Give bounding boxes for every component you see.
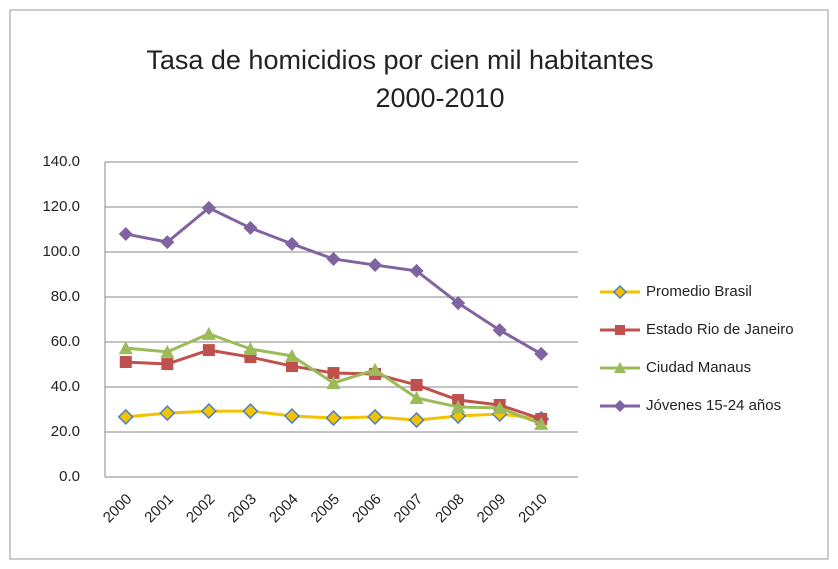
y-tick-label: 100.0 [42,243,80,260]
marker [368,258,383,273]
chart-title: Tasa de homicidios por cien mil habitant… [146,45,653,75]
marker [117,408,134,425]
marker [160,344,175,358]
legend-label: Ciudad Manaus [646,359,751,376]
marker [534,346,549,361]
y-tick-label: 40.0 [51,378,80,395]
y-tick-label: 60.0 [51,333,80,350]
legend-label: Promedio Brasil [646,283,752,300]
marker [285,360,298,373]
marker [201,200,216,215]
marker [202,344,215,357]
marker [118,227,133,241]
marker [119,356,132,369]
marker [243,220,258,235]
marker [243,341,258,355]
y-tick-label: 140.0 [42,153,80,170]
marker [284,236,299,251]
marker [368,362,383,376]
marker [160,235,175,250]
marker [492,323,507,338]
legend-label: Estado Rio de Janeiro [646,321,794,338]
marker [492,400,507,414]
y-tick-label: 120.0 [42,198,80,215]
marker [409,391,424,405]
marker [451,296,466,311]
marker [118,341,133,355]
marker [159,405,176,422]
marker [161,358,174,371]
marker [614,400,626,412]
marker [283,407,301,425]
marker [201,326,216,340]
legend-label: Jóvenes 15-24 años [646,397,781,414]
marker [410,378,423,391]
y-tick-label: 80.0 [51,288,80,305]
marker [326,251,341,266]
chart-border [9,9,829,560]
marker [284,348,299,362]
marker [366,408,384,425]
marker [615,325,625,335]
y-tick-label: 0.0 [59,468,80,485]
marker [327,367,340,380]
chart-title: 2000-2010 [375,83,504,113]
marker [326,375,341,389]
marker [534,416,549,430]
marker [408,412,425,429]
marker [242,403,259,420]
marker [612,284,628,300]
marker [200,403,217,420]
marker [614,362,626,373]
marker [325,409,342,427]
y-tick-label: 20.0 [51,423,80,440]
marker [451,400,466,414]
marker [409,263,424,278]
